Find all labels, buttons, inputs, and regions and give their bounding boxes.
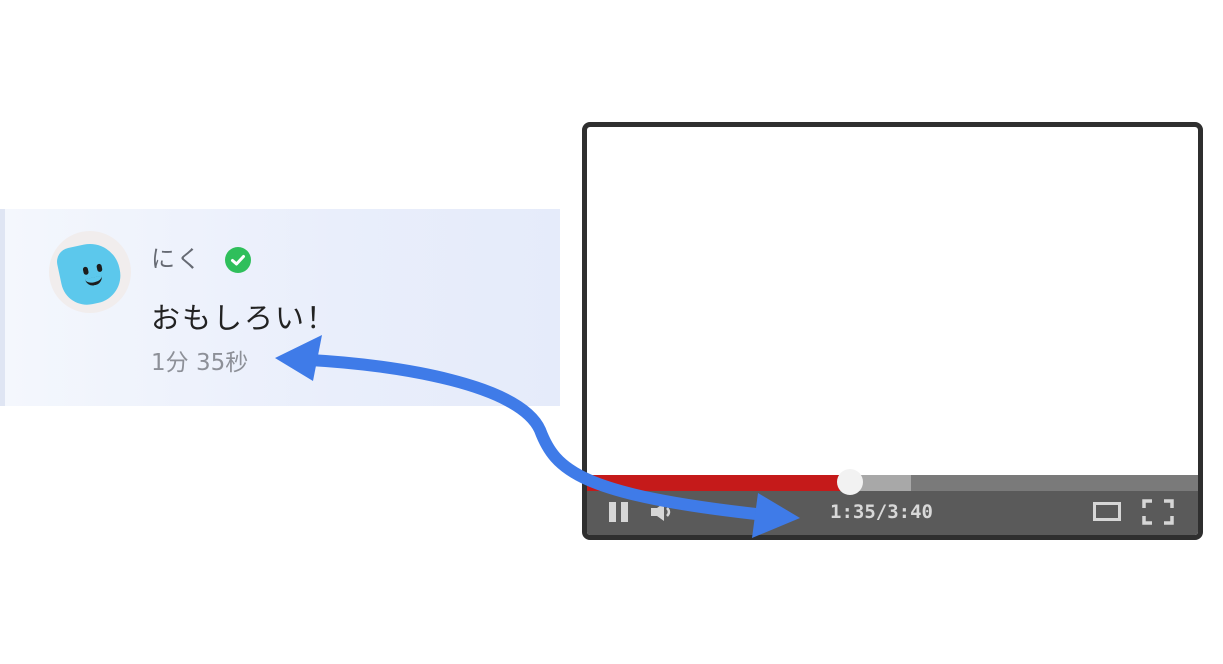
avatar-right-eye xyxy=(96,263,103,273)
video-player[interactable]: 1:35/3:40 xyxy=(582,122,1203,540)
scrubber-handle[interactable] xyxy=(836,469,863,495)
fullscreen-icon[interactable] xyxy=(1142,499,1174,525)
progress-played xyxy=(587,475,850,491)
pause-icon[interactable] xyxy=(609,502,631,522)
theater-mode-icon[interactable] xyxy=(1093,502,1121,521)
comment-card: にく おもしろい！ 1分 35秒 xyxy=(0,209,560,406)
comment-username[interactable]: にく xyxy=(151,245,203,273)
avatar[interactable] xyxy=(49,231,131,313)
progress-bar[interactable] xyxy=(587,469,1198,495)
avatar-left-eye xyxy=(82,266,90,276)
avatar-blob-icon xyxy=(54,238,126,310)
verified-check-icon xyxy=(225,247,251,273)
progress-buffered xyxy=(849,475,911,491)
speaker-icon[interactable] xyxy=(649,501,679,523)
comment-text: おもしろい！ xyxy=(151,301,338,335)
player-control-bar: 1:35/3:40 xyxy=(587,469,1198,535)
comment-timestamp[interactable]: 1分 35秒 xyxy=(151,350,249,376)
time-display: 1:35/3:40 xyxy=(830,501,933,523)
avatar-smile xyxy=(84,275,104,287)
